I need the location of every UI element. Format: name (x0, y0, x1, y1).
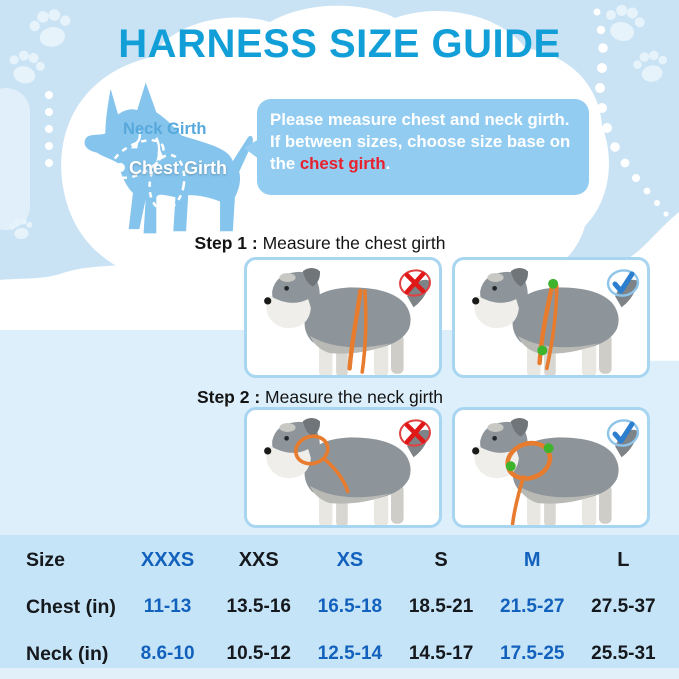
table-header-l: L (617, 548, 630, 571)
table-header-size: Size (26, 548, 66, 571)
arrow-to-chest (156, 148, 164, 162)
neck-measure-dot (115, 162, 125, 173)
table-header-xxxs: XXXS (140, 548, 195, 571)
table-row-label-chest: Chest (in) (26, 595, 116, 618)
chest-value-s: 18.5-21 (408, 596, 474, 617)
note-highlight: chest girth (299, 154, 386, 174)
tape-strap (545, 283, 559, 371)
x-icon (397, 415, 433, 451)
table-header-xxs: XXS (238, 548, 279, 571)
chest-value-xs: 16.5-18 (317, 596, 383, 617)
photo-card-step2-wrong (244, 407, 442, 528)
chest-value-m: 21.5-27 (500, 596, 565, 617)
chest-value-l: 27.5-37 (591, 596, 656, 617)
neck-value-xxxs: 8.6-10 (140, 643, 195, 664)
tape-strap (322, 457, 350, 494)
neck-value-xxs: 10.5-12 (226, 643, 291, 664)
chest-value-xxs: 13.5-16 (226, 596, 291, 617)
photo-card-step1-wrong (244, 257, 442, 378)
step2-number: Step 2 : (196, 387, 261, 407)
chest-measure-dot (159, 198, 169, 209)
tape-strap (537, 283, 555, 366)
chest-value-xxxs: 11-13 (143, 596, 192, 617)
step2-photo-row (244, 407, 656, 528)
chest-girth-dashed-line (148, 153, 186, 212)
measure-point-dot (537, 345, 548, 356)
measure-point-dot (505, 461, 516, 472)
step1-photo-row (244, 257, 656, 378)
tape-strap (510, 475, 526, 525)
x-icon (397, 265, 433, 301)
bottom-strip (0, 668, 679, 679)
photo-card-step1-correct (452, 257, 650, 378)
chihuahua-illustration (84, 82, 253, 234)
step1-label: Step 1 : Measure the chest girth (140, 233, 500, 254)
measure-point-dot (548, 278, 559, 289)
paw-print-icon (8, 217, 34, 241)
neck-girth-label: Neck Girth (123, 120, 207, 138)
step2-text: Measure the neck girth (265, 387, 444, 407)
size-chart-table: Size XXXS XXS XS S M L Chest (in) 11-13 … (10, 538, 669, 676)
table-row-label-neck: Neck (in) (26, 642, 109, 665)
dog-measuring-diagram: Neck Girth Chest Girth (45, 74, 265, 244)
schnauzer-photo (461, 264, 647, 378)
tape-strap (347, 288, 363, 371)
neck-girth-dashed-line (109, 138, 165, 180)
schnauzer-photo (253, 414, 439, 528)
neck-value-xs: 12.5-14 (317, 643, 383, 664)
schnauzer-photo (253, 264, 439, 378)
check-icon (605, 265, 641, 301)
bubble-tail (244, 139, 259, 159)
schnauzer-photo (461, 414, 647, 525)
tape-strap (293, 434, 330, 466)
note-text: Please measure chest and neck girth. If … (270, 110, 571, 174)
step1-number: Step 1 : (194, 233, 258, 253)
step2-label: Step 2 : Measure the neck girth (140, 387, 500, 408)
step1-text: Measure the chest girth (262, 233, 446, 253)
neck-value-m: 17.5-25 (500, 643, 565, 664)
measure-point-dot (543, 443, 554, 454)
table-header-m: M (523, 548, 541, 571)
tape-strap (360, 289, 368, 374)
table-header-xs: XS (336, 548, 364, 571)
page-title: HARNESS SIZE GUIDE (118, 22, 561, 66)
chest-girth-label: Chest Girth (129, 158, 228, 178)
neck-value-l: 25.5-31 (591, 643, 656, 664)
photo-card-step2-correct (452, 407, 650, 528)
note-suffix: . (385, 154, 391, 174)
measuring-note-bubble: Please measure chest and neck girth. If … (244, 99, 589, 195)
neck-value-s: 14.5-17 (408, 643, 474, 664)
table-header-s: S (434, 548, 448, 571)
check-icon (605, 415, 641, 451)
size-table-background (0, 535, 679, 668)
